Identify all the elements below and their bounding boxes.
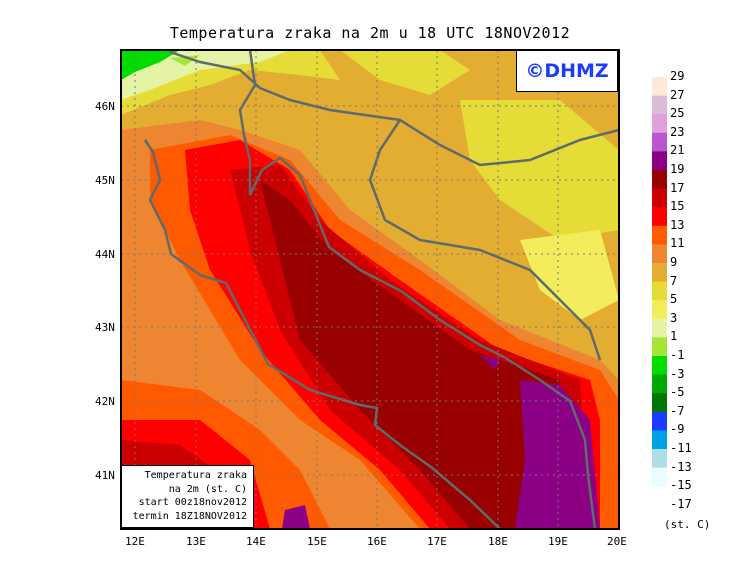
legend-swatch [652,114,667,134]
lon-label: 20E [607,535,627,548]
legend-swatch [652,430,667,450]
lat-label: 41N [95,469,115,482]
field-17-19 [260,180,570,529]
lat-label: 42N [95,395,115,408]
legend-label: 21 [670,143,685,158]
field-1-3 [121,50,290,100]
legend-label: 1 [670,329,678,344]
legend-swatch [652,225,667,245]
field-19-21 [515,380,600,529]
legend-label: 17 [670,180,685,195]
legend-swatch [652,318,667,338]
graticule [121,50,619,529]
field-19-21 [480,355,500,370]
legend-label: -5 [670,385,685,400]
lon-label: 12E [125,535,145,548]
lon-label: 14E [246,535,266,548]
legend-swatch [652,244,667,264]
info-line: Temperatura zraka [144,470,247,481]
lon-label: 15E [307,535,327,548]
lat-label: 45N [95,174,115,187]
legend-label: 25 [670,106,685,121]
map-title: Temperatura zraka na 2m u 18 UTC 18NOV20… [169,24,571,42]
color-legend [652,77,667,487]
legend-swatch [652,132,667,152]
lat-label: 44N [95,248,115,261]
info-box: Temperatura zraka na 2m (st. C) start 00… [121,465,254,528]
lon-label: 18E [488,535,508,548]
legend-swatch [652,411,667,431]
legend-label: 3 [670,310,678,325]
legend-swatch [652,281,667,301]
field-5-7 [460,100,619,240]
legend-swatch [652,151,667,171]
legend-unit: (st. C) [664,518,711,531]
legend-swatch [652,467,667,487]
legend-label: 27 [670,87,685,102]
legend-label: 29 [670,69,685,83]
lat-label: 46N [95,100,115,113]
lon-label: 19E [548,535,568,548]
legend-label: 11 [670,236,685,251]
info-line: na 2m (st. C) [168,483,247,495]
legend-label: -17 [670,496,692,511]
field-5-7 [340,50,470,95]
legend-swatch [652,449,667,469]
lon-label: 16E [367,535,387,548]
dhmz-logo: ©DHMZ [516,50,618,92]
legend-label: -1 [670,348,685,362]
legend-swatch [652,188,667,208]
legend-swatch [652,356,667,376]
legend-swatch [652,300,667,320]
legend-swatch [652,170,667,190]
legend-swatch [652,95,667,115]
info-line: termin 18Z18NOV2012 [132,510,247,522]
legend-label: -7 [670,403,685,418]
legend-label: 9 [670,255,678,269]
field-3-5 [520,230,619,320]
legend-swatch [652,207,667,227]
coastlines [143,50,619,529]
legend-label: 23 [670,124,685,139]
lon-label: 13E [186,535,206,548]
field-minus3 [121,50,180,80]
legend-swatch [652,337,667,357]
legend-swatch [652,393,667,413]
legend-label: -13 [670,459,692,474]
legend-label: 5 [670,292,678,307]
legend-label: -3 [670,366,685,381]
field-minus1 [170,55,200,66]
legend-label: -15 [670,478,692,493]
legend-label: 7 [670,273,678,288]
legend-label: 19 [670,162,685,176]
legend-label: -9 [670,422,685,437]
info-line: start 00z18nov2012 [138,497,247,508]
legend-swatch [652,263,667,283]
legend-label: 15 [670,199,685,214]
legend-swatch [652,77,667,97]
lat-label: 43N [95,321,115,334]
field-19-21 [282,505,310,529]
lon-label: 17E [427,535,447,548]
legend-label: -11 [670,441,692,455]
legend-label: 13 [670,217,685,232]
legend-swatch [652,374,667,394]
map-frame [120,49,620,530]
